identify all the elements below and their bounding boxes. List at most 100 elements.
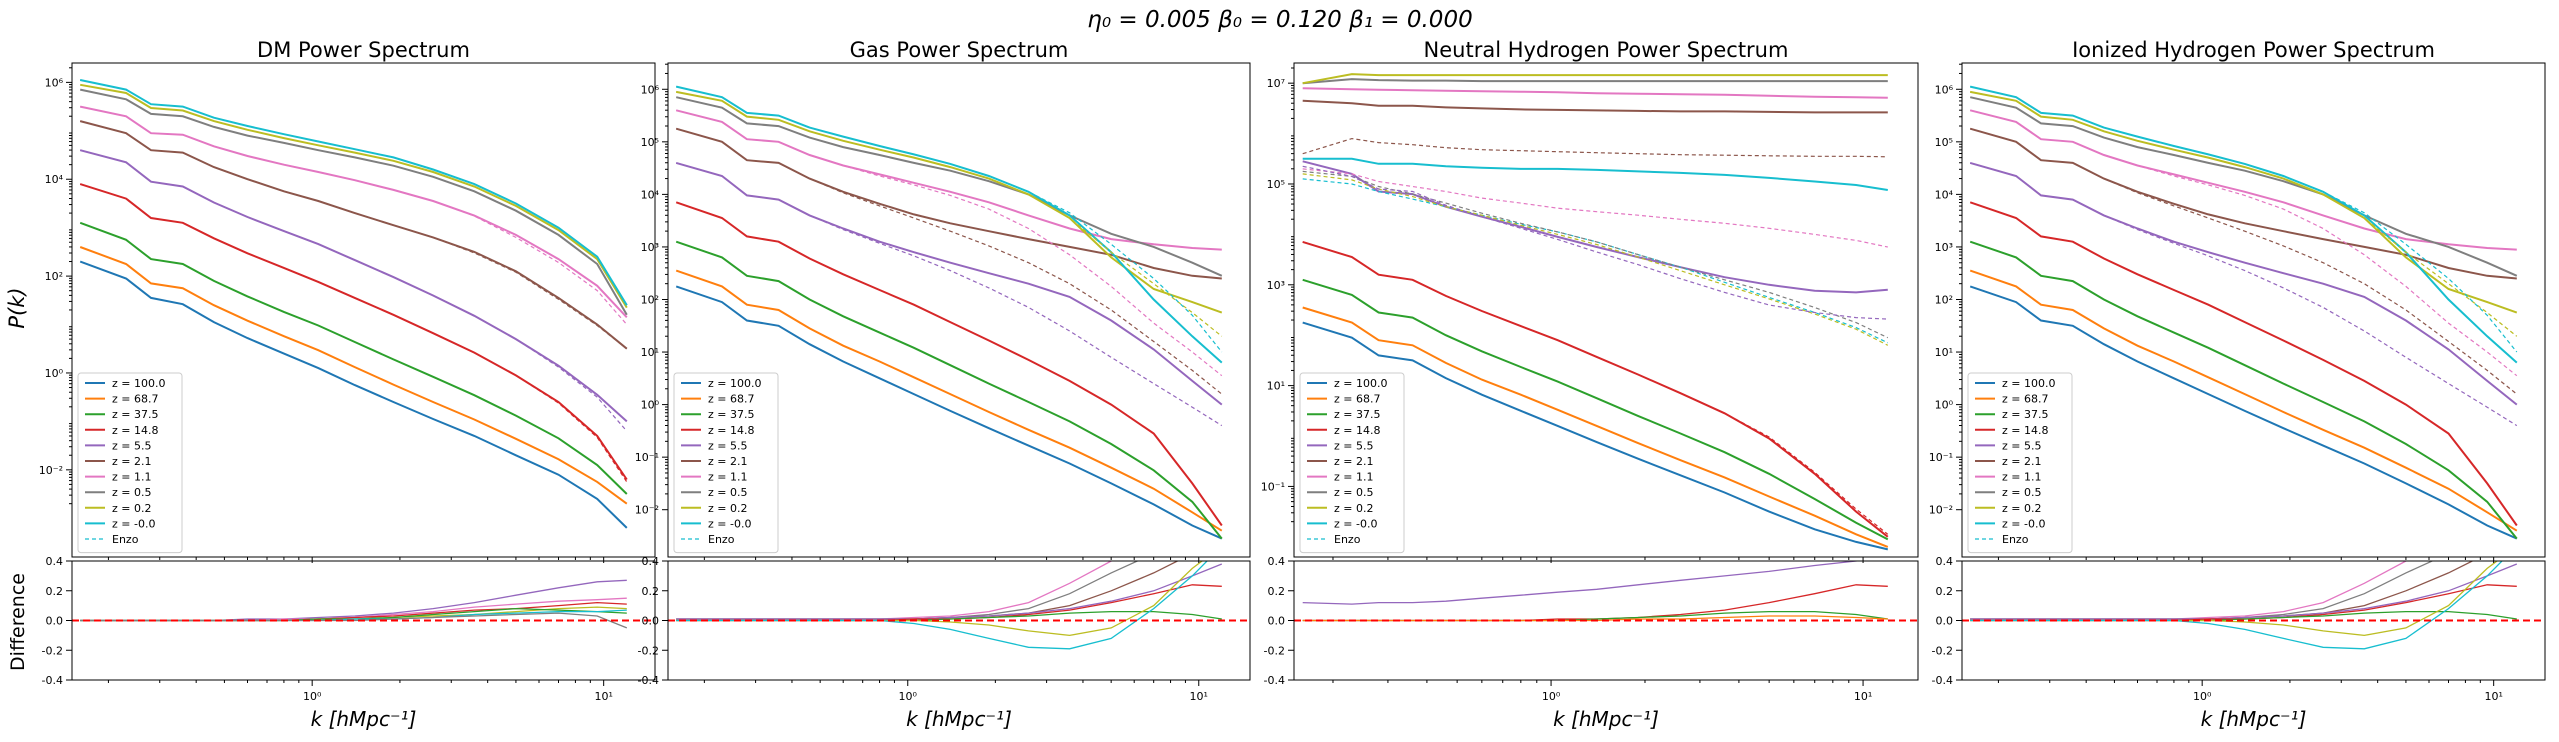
series-line-8	[79, 88, 628, 316]
legend-label: z = 37.5	[2002, 408, 2048, 421]
diff-tick-label: 0.4	[1936, 555, 1954, 568]
series-line-1	[79, 260, 628, 529]
y-tick-label: 10⁶	[45, 76, 64, 89]
y-tick-label: 10¹	[1935, 346, 1953, 359]
series-line-4	[1969, 201, 2518, 527]
y-tick-label: 10⁵	[641, 136, 659, 149]
legend-label: z = 5.5	[1334, 439, 1373, 452]
legend-label: z = 14.8	[1334, 424, 1380, 437]
diff-tick-label: 0.4	[46, 555, 64, 568]
legend-label: z = 2.1	[112, 455, 151, 468]
legend-label: z = 14.8	[112, 424, 158, 437]
y-tick-label: 10⁷	[1267, 77, 1285, 90]
series-line-3	[1969, 240, 2518, 540]
y-tick-label: 10³	[1935, 241, 1953, 254]
panel-4: Ionized Hydrogen Power Spectrum 10⁰ 10¹ 10⁻…	[1929, 38, 2546, 731]
legend: z = 100.0 z = 68.7 z = 37.5 z = 14.8 z = 5.5…	[1299, 372, 1405, 554]
legend-label: z = 68.7	[1334, 393, 1380, 406]
x-tick-label: 10¹	[1854, 690, 1872, 703]
series-line-6	[675, 127, 1222, 280]
series-line-9	[80, 83, 628, 309]
diff-tick-label: 0.0	[1268, 615, 1286, 628]
enzo-line-1	[1970, 162, 2518, 427]
x-tick-label: 10⁰	[1542, 690, 1561, 703]
x-tick-label: 10¹	[594, 690, 612, 703]
difference-line-4	[1970, 563, 2518, 620]
difference-line-1	[80, 579, 627, 622]
legend-label: Enzo	[1334, 533, 1361, 546]
enzo-line-2	[1302, 137, 1888, 158]
legend-label: z = 68.7	[112, 393, 158, 406]
legend-label: z = 2.1	[1334, 455, 1373, 468]
panel-title: Neutral Hydrogen Power Spectrum	[1424, 38, 1789, 62]
legend-label: z = 2.1	[2002, 455, 2041, 468]
legend-label: z = 1.1	[1334, 471, 1373, 484]
y-tick-label: 10²	[45, 270, 63, 283]
difference-line-4	[676, 563, 1223, 620]
y-tick-label: 10⁴	[45, 173, 64, 186]
legend-label: z = 14.8	[2002, 424, 2048, 437]
diff-tick-label: 0.0	[1936, 615, 1954, 628]
difference-line-5	[676, 584, 1222, 622]
legend-label: z = 100.0	[112, 377, 165, 390]
legend-label: z = 0.5	[708, 486, 747, 499]
enzo-line-4	[676, 91, 1223, 337]
enzo-line-4	[80, 106, 628, 325]
legend-label: z = 1.1	[2002, 471, 2041, 484]
diff-tick-label: -0.2	[1264, 644, 1285, 657]
diff-tick-label: -0.2	[638, 644, 659, 657]
series-line-6	[1969, 127, 2517, 280]
power-axes-frame	[1961, 62, 2546, 558]
y-tick-label: 10¹	[1267, 380, 1285, 393]
y-tick-label: 10⁶	[1935, 83, 1954, 96]
x-axis-label: k [hMpc⁻¹]	[1553, 707, 1659, 731]
legend: z = 100.0 z = 68.7 z = 37.5 z = 14.8 z = 5.5…	[77, 372, 183, 554]
figure-suptitle: η₀ = 0.005 β₀ = 0.120 β₁ = 0.000	[1087, 7, 1472, 33]
diff-tick-label: 0.2	[1936, 585, 1954, 598]
y-tick-label: 10²	[1935, 293, 1953, 306]
x-tick-label: 10⁰	[2193, 690, 2212, 703]
enzo-line-4	[1970, 91, 2518, 337]
legend-label: z = 37.5	[708, 408, 754, 421]
enzo-line-6	[1302, 173, 1889, 346]
series-line-3	[79, 221, 628, 495]
enzo-line-2	[1970, 128, 2518, 395]
x-tick-label: 10⁰	[303, 690, 322, 703]
series-line-8	[675, 96, 1223, 277]
legend-label: z = 14.8	[708, 424, 754, 437]
legend: z = 100.0 z = 68.7 z = 37.5 z = 14.8 z = 5.5…	[1967, 372, 2073, 554]
diff-tick-label: 0.2	[1268, 585, 1286, 598]
diff-tick-label: -0.4	[638, 674, 659, 687]
difference-line-6	[80, 609, 627, 622]
enzo-line-5	[1302, 170, 1889, 339]
y-tick-label: 10⁻²	[39, 464, 63, 477]
panel-2: Gas Power Spectrum 10⁰ 10¹ 10⁻² 10⁻¹ 10⁰ 10¹ 10…	[635, 38, 1251, 731]
legend-label: z = 0.2	[1334, 502, 1373, 515]
x-axis-label: k [hMpc⁻¹]	[906, 707, 1012, 731]
legend-label: z = 1.1	[708, 471, 747, 484]
series-line-8	[1302, 78, 1888, 85]
y-tick-label: 10⁻¹	[1261, 480, 1285, 493]
y-tick-label: 10⁶	[641, 83, 660, 96]
y-tick-label: 10⁴	[641, 188, 660, 201]
enzo-line-3	[1970, 109, 2518, 377]
legend-label: z = 0.5	[1334, 486, 1373, 499]
diff-tick-label: 0.2	[46, 585, 64, 598]
y-tick-label: 10⁻²	[635, 504, 659, 517]
enzo-line-4	[1302, 178, 1889, 344]
series-line-6	[79, 120, 628, 350]
x-tick-label: 10¹	[2484, 690, 2502, 703]
legend-label: z = 5.5	[708, 439, 747, 452]
legend-label: z = 68.7	[2002, 393, 2048, 406]
series-line-3	[1302, 278, 1889, 541]
diff-tick-label: -0.2	[1932, 644, 1953, 657]
series-line-2	[675, 269, 1223, 532]
y-tick-label: 10⁵	[1267, 178, 1285, 191]
y-tick-label: 10¹	[641, 346, 659, 359]
diff-tick-label: -0.4	[42, 674, 63, 687]
panel-3: Neutral Hydrogen Power Spectrum 10⁰ 10¹ 10⁻…	[1261, 38, 1919, 731]
series-line-2	[79, 246, 628, 505]
power-axes-frame	[667, 62, 1251, 558]
legend-label: z = 37.5	[1334, 408, 1380, 421]
